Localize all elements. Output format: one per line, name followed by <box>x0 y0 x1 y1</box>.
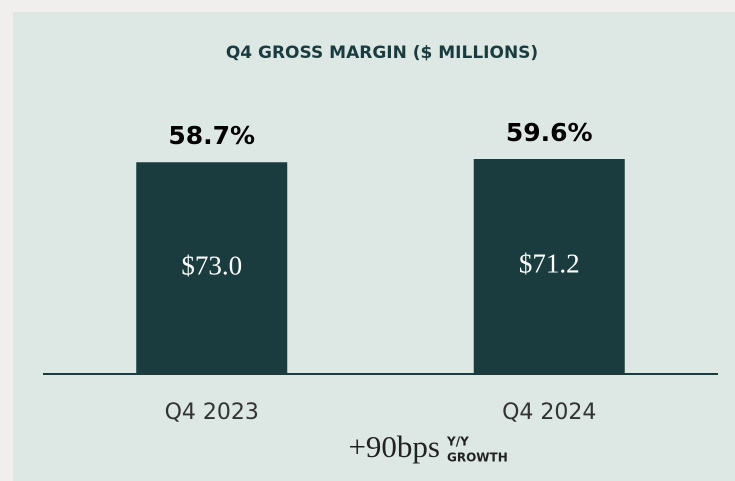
x-tick-label: Q4 2023 <box>165 400 259 425</box>
bar <box>136 162 288 374</box>
annotation-label: Y/Y <box>446 435 469 449</box>
annotation-label: GROWTH <box>447 451 508 465</box>
value-label: 59.6% <box>506 118 593 147</box>
amount-label: $73.0 <box>181 250 242 280</box>
annotation: +90bps <box>348 429 440 464</box>
bar <box>473 159 625 374</box>
chart-title: Q4 GROSS MARGIN ($ MILLIONS) <box>226 43 538 63</box>
amount-label: $71.2 <box>519 249 580 279</box>
value-label: 58.7% <box>168 121 255 150</box>
panel <box>13 12 735 481</box>
x-tick-label: Q4 2024 <box>502 400 596 425</box>
